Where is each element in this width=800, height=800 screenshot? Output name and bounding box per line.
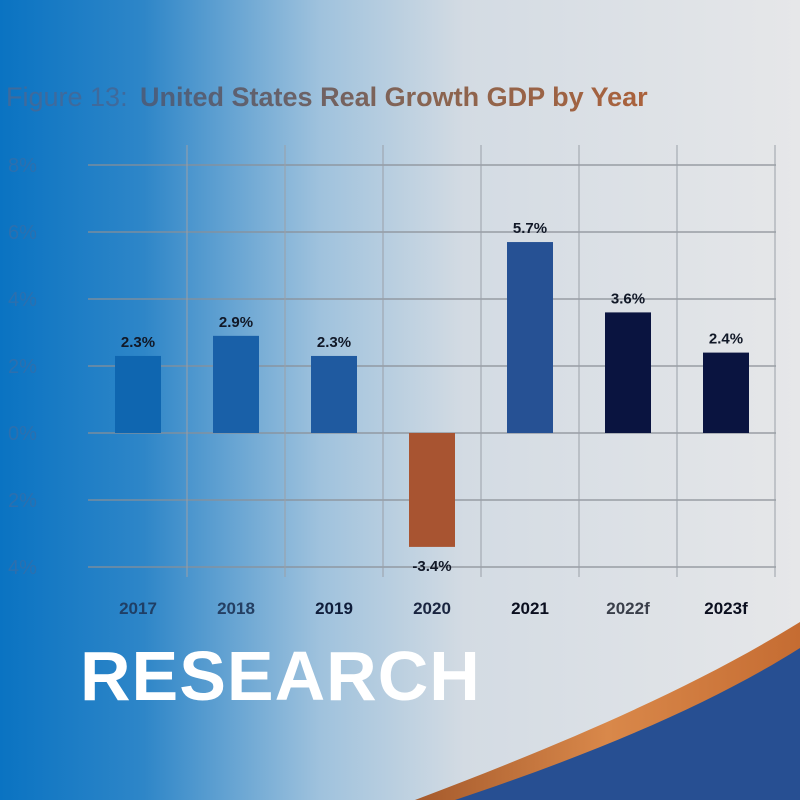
- x-tick-label: 2022f: [606, 599, 650, 618]
- x-tick-label: 2020: [413, 599, 451, 618]
- chart-title: Figure 13: United States Real Growth GDP…: [6, 82, 648, 112]
- bar-2020: [409, 433, 455, 547]
- data-labels: 2.3% 2.9% 2.3% -3.4% 5.7% 3.6% 2.4%: [121, 220, 743, 575]
- research-banner: RESEARCH: [80, 637, 481, 715]
- data-label: 2.3%: [317, 334, 351, 351]
- data-label: 2.4%: [709, 331, 743, 348]
- y-tick-label: 0%: [8, 423, 37, 445]
- y-axis-ticks: 8% 6% 4% 2% 0% 2% 4%: [8, 155, 37, 579]
- bar-2021: [507, 242, 553, 433]
- y-tick-label: 8%: [8, 155, 37, 177]
- y-tick-label: 6%: [8, 222, 37, 244]
- data-label: -3.4%: [412, 558, 451, 575]
- data-label: 5.7%: [513, 220, 547, 237]
- chart-title-main: United States Real Growth GDP by Year: [140, 82, 648, 112]
- data-label: 2.9%: [219, 314, 253, 331]
- bar-2018: [213, 335, 259, 433]
- bar-2022f: [605, 312, 651, 433]
- y-tick-label: 4%: [8, 557, 37, 579]
- gridlines: [88, 145, 776, 577]
- corner-blue-swoosh: [455, 648, 800, 800]
- y-tick-label: 4%: [8, 289, 37, 311]
- bar-2019: [311, 355, 357, 433]
- x-tick-label: 2018: [217, 599, 255, 618]
- chart-title-prefix: Figure 13:: [6, 82, 128, 112]
- x-tick-label: 2021: [511, 599, 549, 618]
- bar-2017: [115, 355, 161, 433]
- x-tick-label: 2017: [119, 599, 157, 618]
- y-tick-label: 2%: [8, 356, 37, 378]
- y-tick-label: 2%: [8, 490, 37, 512]
- bar-2023f: [703, 352, 749, 433]
- x-tick-label: 2023f: [704, 599, 748, 618]
- bars: [115, 242, 749, 547]
- data-label: 2.3%: [121, 334, 155, 351]
- x-tick-label: 2019: [315, 599, 353, 618]
- data-label: 3.6%: [611, 290, 645, 307]
- x-axis-ticks: 2017 2018 2019 2020 2021 2022f 2023f: [119, 599, 748, 618]
